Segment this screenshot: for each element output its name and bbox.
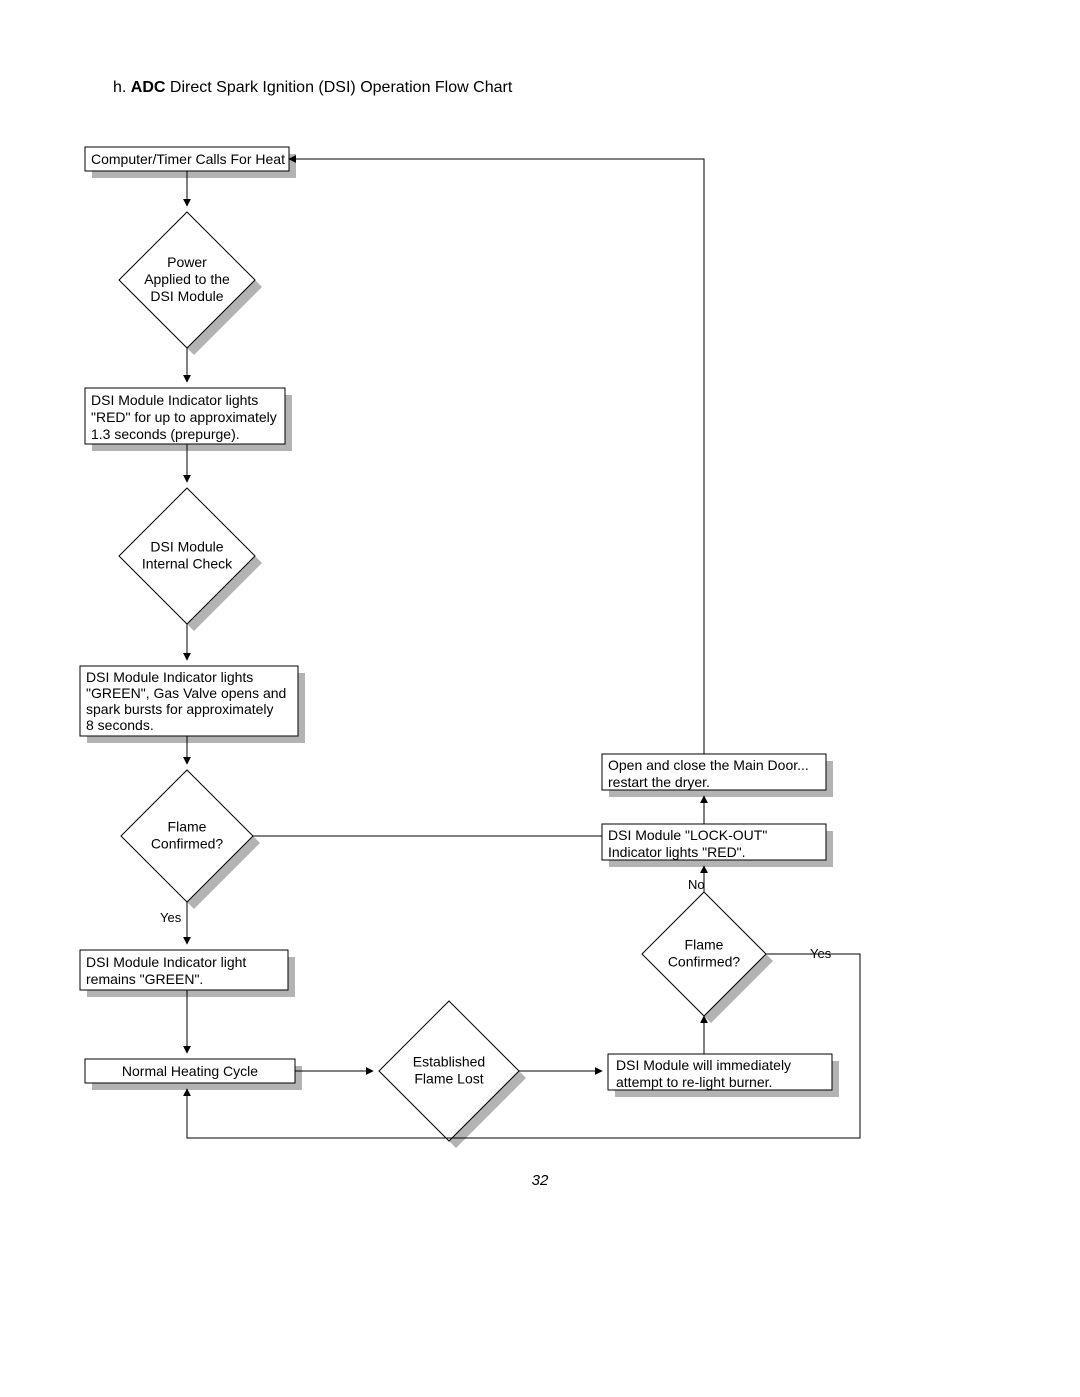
flowchart-canvas: h. ADC Direct Spark Ignition (DSI) Opera… xyxy=(0,0,1080,1397)
n10-text: DSI Module will immediatelyattempt to re… xyxy=(616,1057,791,1090)
n12-text: DSI Module "LOCK-OUT"Indicator lights "R… xyxy=(608,827,767,860)
edge-14-label: Yes xyxy=(810,946,832,961)
n4-text: DSI ModuleInternal Check xyxy=(142,539,233,572)
n9-text: EstablishedFlame Lost xyxy=(413,1054,485,1087)
n1-text: Computer/Timer Calls For Heat xyxy=(91,151,285,167)
edge-5-label: Yes xyxy=(160,910,182,925)
n8-text: Normal Heating Cycle xyxy=(122,1063,258,1079)
page-title: h. ADC Direct Spark Ignition (DSI) Opera… xyxy=(113,79,513,96)
edge-12 xyxy=(289,159,704,754)
edge-10-label: No xyxy=(688,877,705,892)
page-number: 32 xyxy=(532,1172,549,1189)
